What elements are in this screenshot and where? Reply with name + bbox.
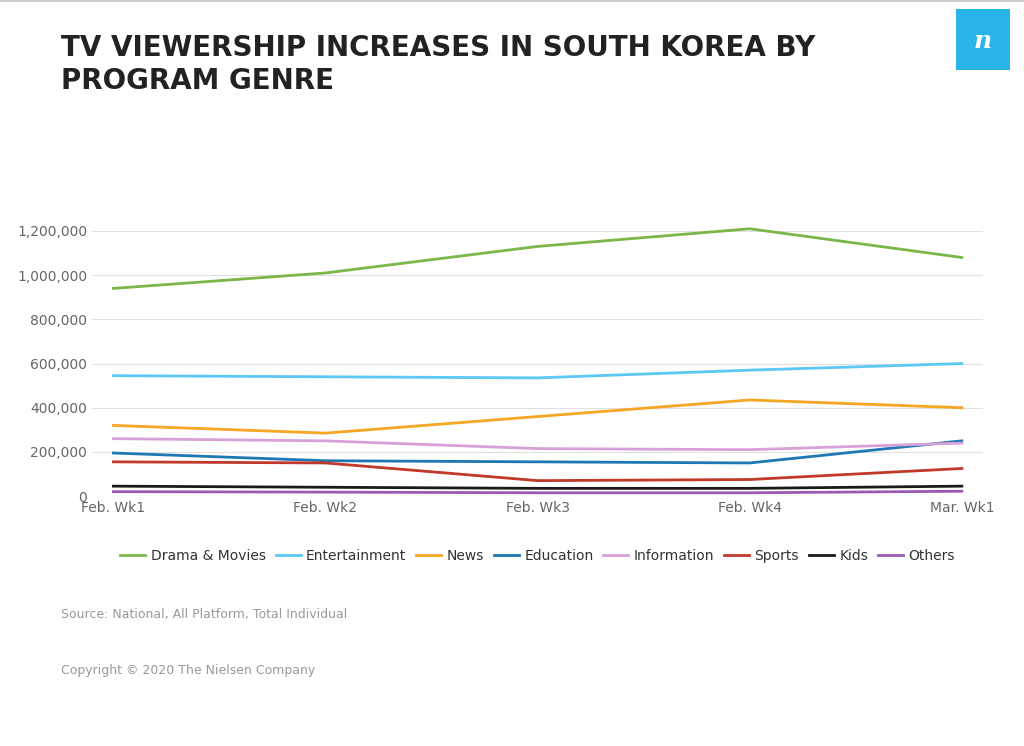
Text: TV VIEWERSHIP INCREASES IN SOUTH KOREA BY
PROGRAM GENRE: TV VIEWERSHIP INCREASES IN SOUTH KOREA B… bbox=[61, 34, 816, 95]
Legend: Drama & Movies, Entertainment, News, Education, Information, Sports, Kids, Other: Drama & Movies, Entertainment, News, Edu… bbox=[115, 543, 961, 568]
Text: Source: National, All Platform, Total Individual: Source: National, All Platform, Total In… bbox=[61, 608, 348, 621]
Text: Copyright © 2020 The Nielsen Company: Copyright © 2020 The Nielsen Company bbox=[61, 664, 315, 677]
Text: n: n bbox=[974, 29, 992, 53]
